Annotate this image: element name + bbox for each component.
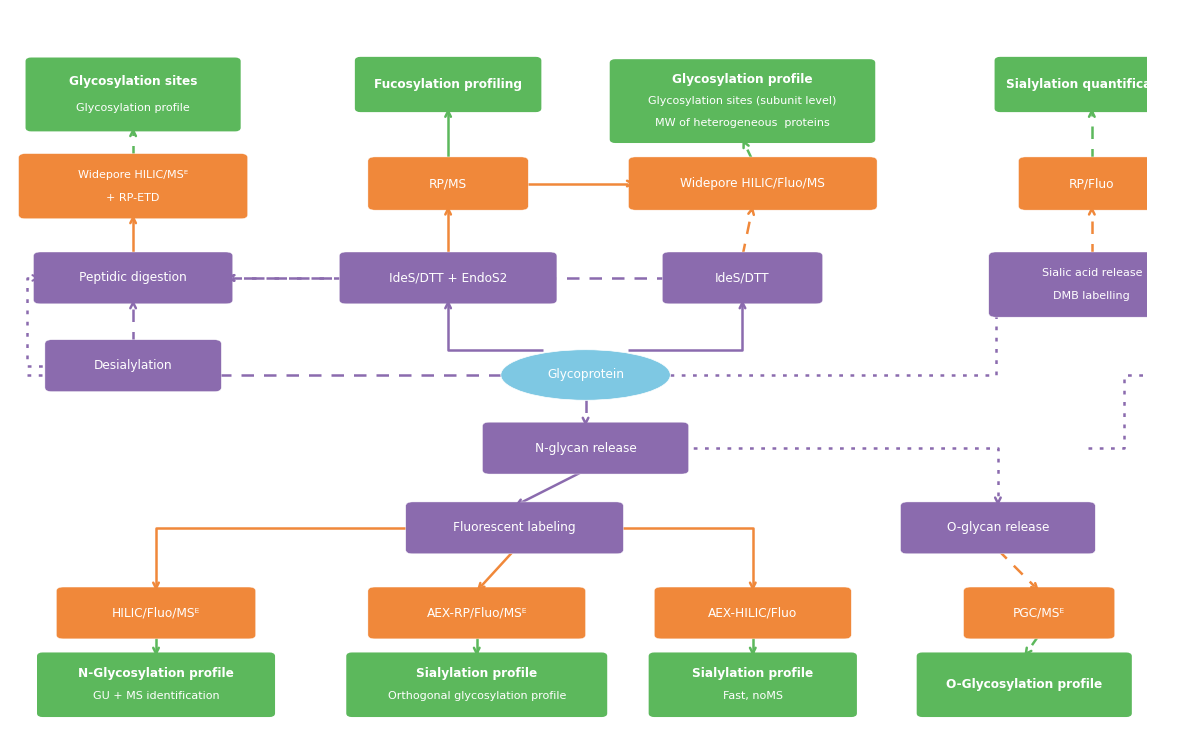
FancyBboxPatch shape	[33, 252, 233, 304]
Text: Orthogonal glycosylation profile: Orthogonal glycosylation profile	[388, 691, 566, 701]
Text: + RP-ETD: + RP-ETD	[106, 192, 159, 203]
Text: Sialic acid release: Sialic acid release	[1041, 268, 1142, 278]
FancyBboxPatch shape	[56, 587, 256, 639]
FancyBboxPatch shape	[628, 157, 877, 210]
Text: DMB labelling: DMB labelling	[1053, 291, 1130, 301]
Text: Sialylation quantification: Sialylation quantification	[1006, 78, 1178, 91]
Text: AEX-HILIC/Fluo: AEX-HILIC/Fluo	[708, 606, 797, 619]
Text: GU + MS identification: GU + MS identification	[93, 691, 219, 701]
FancyBboxPatch shape	[45, 340, 221, 392]
FancyBboxPatch shape	[339, 252, 557, 304]
FancyBboxPatch shape	[368, 157, 528, 210]
Text: Peptidic digestion: Peptidic digestion	[80, 272, 187, 284]
FancyBboxPatch shape	[38, 653, 274, 716]
Text: Fucosylation profiling: Fucosylation profiling	[374, 78, 522, 91]
Text: Glycoprotein: Glycoprotein	[547, 368, 624, 382]
FancyBboxPatch shape	[964, 587, 1115, 639]
Text: PGC/MSᴱ: PGC/MSᴱ	[1013, 606, 1065, 619]
FancyBboxPatch shape	[19, 153, 248, 219]
FancyBboxPatch shape	[917, 653, 1130, 716]
Text: O-glycan release: O-glycan release	[947, 521, 1050, 534]
FancyBboxPatch shape	[654, 587, 851, 639]
Text: Fast, noMS: Fast, noMS	[722, 691, 783, 701]
Text: AEX-RP/Fluo/MSᴱ: AEX-RP/Fluo/MSᴱ	[426, 606, 527, 619]
Text: IdeS/DTT + EndoS2: IdeS/DTT + EndoS2	[389, 272, 507, 284]
FancyBboxPatch shape	[996, 58, 1188, 111]
FancyBboxPatch shape	[368, 587, 585, 639]
Ellipse shape	[501, 349, 670, 400]
Text: Glycosylation profile: Glycosylation profile	[76, 103, 190, 113]
FancyBboxPatch shape	[663, 252, 822, 304]
Text: Sialylation profile: Sialylation profile	[693, 666, 814, 680]
Text: O-Glycosylation profile: O-Glycosylation profile	[946, 678, 1102, 691]
Text: Sialylation profile: Sialylation profile	[416, 666, 538, 680]
FancyBboxPatch shape	[989, 252, 1190, 317]
Text: N-glycan release: N-glycan release	[534, 442, 637, 454]
Text: RP/MS: RP/MS	[430, 177, 468, 190]
Text: Glycosylation sites (subunit level): Glycosylation sites (subunit level)	[649, 96, 837, 106]
FancyBboxPatch shape	[1019, 157, 1165, 210]
Text: Widepore HILIC/MSᴱ: Widepore HILIC/MSᴱ	[79, 170, 188, 180]
Text: Desialylation: Desialylation	[94, 359, 173, 372]
Text: MW of heterogeneous  proteins: MW of heterogeneous proteins	[656, 118, 829, 128]
FancyBboxPatch shape	[482, 422, 689, 474]
FancyBboxPatch shape	[650, 653, 856, 716]
FancyBboxPatch shape	[347, 653, 606, 716]
FancyBboxPatch shape	[406, 502, 624, 553]
FancyBboxPatch shape	[901, 502, 1095, 553]
Text: RP/Fluo: RP/Fluo	[1069, 177, 1115, 190]
FancyBboxPatch shape	[26, 59, 239, 131]
Text: Fluorescent labeling: Fluorescent labeling	[453, 521, 576, 534]
FancyBboxPatch shape	[610, 60, 875, 142]
Text: Widepore HILIC/Fluo/MS: Widepore HILIC/Fluo/MS	[681, 177, 825, 190]
Text: Glycosylation profile: Glycosylation profile	[672, 73, 813, 86]
Text: N-Glycosylation profile: N-Glycosylation profile	[79, 666, 234, 680]
FancyBboxPatch shape	[356, 58, 540, 111]
Text: HILIC/Fluo/MSᴱ: HILIC/Fluo/MSᴱ	[112, 606, 200, 619]
Text: IdeS/DTT: IdeS/DTT	[715, 272, 770, 284]
Text: Glycosylation sites: Glycosylation sites	[69, 75, 198, 87]
